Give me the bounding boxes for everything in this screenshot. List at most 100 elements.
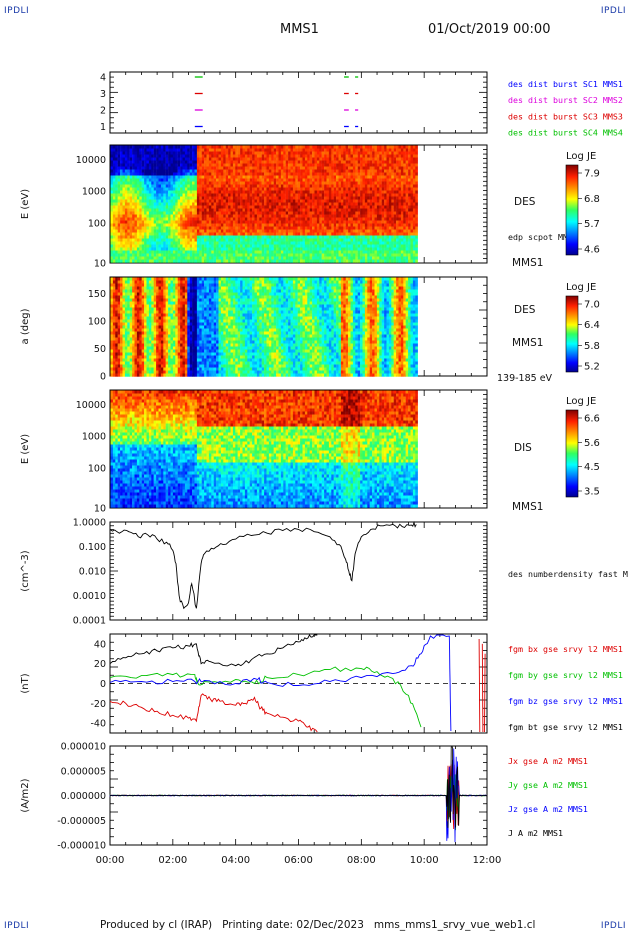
y-tick-label: 100 (88, 464, 106, 475)
series-line-current (109, 746, 488, 828)
colorbar (565, 164, 579, 256)
corner-label-bottom-right: IPDLI (600, 921, 626, 931)
x-tick-label: 08:00 (347, 855, 376, 866)
colorbar-tick-label: 6.4 (584, 320, 600, 331)
colorbar-tick-label: 7.9 (584, 169, 600, 180)
y-tick-label: 1000 (82, 432, 106, 443)
y-axis-label: a (deg) (20, 308, 31, 344)
x-tick-label: 06:00 (284, 855, 313, 866)
legend-entry: des dist burst SC4 MMS4 (508, 128, 623, 138)
legend-entry: fgm bz gse srvy l2 MMS1 (508, 696, 623, 706)
sc-label: MMS1 (512, 337, 543, 349)
date-title: 01/Oct/2019 00:00 (428, 22, 551, 37)
instrument-label: DES (514, 304, 536, 316)
y-tick-label: 3 (100, 89, 106, 100)
legend-entry: des dist burst SC2 MMS2 (508, 95, 623, 105)
legend-entry: Jx gse A m2 MMS1 (508, 756, 588, 766)
y-tick-label: 1000 (82, 187, 106, 198)
y-tick-label: 40 (94, 639, 106, 650)
y-axis-label: (nT) (20, 673, 31, 693)
colorbar-tick-label: 5.6 (584, 438, 600, 449)
x-tick-label: 00:00 (96, 855, 125, 866)
y-tick-label: -0.000010 (57, 841, 106, 852)
y-tick-label: 1.0000 (73, 518, 106, 529)
overlay-label: edp scpot MMS1 (508, 232, 578, 242)
y-axis-label: E (eV) (20, 434, 31, 464)
panel-frame (109, 521, 488, 621)
y-tick-label: 0.100 (79, 542, 106, 553)
instrument-label: DIS (514, 442, 532, 454)
panel-des-pitch: 150 100 50 0 a (deg) DES MMS1 139-185 eV Log JE 7… (20, 276, 600, 384)
corner-label-top-left: IPDLI (4, 6, 30, 16)
legend-entry: des dist burst SC3 MMS3 (508, 111, 623, 121)
y-tick-label: 0.010 (79, 567, 106, 578)
series-spike-fgm (478, 638, 486, 733)
x-axis: 00:00 02:00 04:00 06:00 08:00 10:00 12:00 (96, 855, 502, 866)
series-line-current (109, 764, 488, 830)
colorbar-title: Log JE (566, 396, 596, 407)
spectrogram-cells (110, 390, 418, 508)
y-tick-label: 0 (100, 679, 106, 690)
legend-entry: fgm by gse srvy l2 MMS1 (508, 670, 623, 680)
y-tick-label: 100 (88, 219, 106, 230)
y-tick-label: 2 (100, 106, 106, 117)
y-axis-label: E (eV) (20, 189, 31, 219)
series-line-fgm (109, 634, 452, 732)
y-tick-label: 0.000000 (61, 791, 106, 802)
mission-title: MMS1 (280, 22, 319, 37)
legend-entry: des dist burst SC1 MMS1 (508, 79, 623, 89)
colorbar-tick-label: 4.5 (584, 462, 600, 473)
x-tick-label: 12:00 (473, 855, 502, 866)
y-axis-label: (cm^-3) (20, 550, 31, 591)
panel-burst-availability: 4 3 2 1 des dist burst SC1 MMS1 des dist burs… (100, 71, 623, 138)
x-tick-label: 10:00 (410, 855, 439, 866)
panel-density: 1.0000 0.100 0.010 0.0010 0.0001 (cm^-3) des n… (20, 518, 628, 627)
colorbar-tick-label: 5.7 (584, 219, 600, 230)
y-tick-label: 10000 (76, 400, 106, 411)
y-tick-label: -40 (90, 719, 106, 730)
energy-range-label: 139-185 eV (497, 373, 553, 384)
colorbar-tick-label: 3.5 (584, 487, 600, 498)
y-tick-label: 4 (100, 73, 106, 84)
legend-entry: des numberdensity fast M (508, 569, 628, 579)
colorbar-tick-label: 7.0 (584, 300, 600, 311)
panel-frame (109, 71, 488, 134)
y-tick-label: 0.0010 (73, 591, 106, 602)
series-line-fgm (109, 634, 318, 667)
legend-entry: Jy gse A m2 MMS1 (508, 780, 588, 790)
y-tick-label: 10 (94, 259, 106, 270)
colorbar (565, 409, 579, 498)
y-tick-label: 1 (100, 122, 106, 133)
y-tick-label: 100 (88, 317, 106, 328)
series-line-current (109, 774, 488, 831)
spectrogram-cells (110, 277, 418, 377)
y-tick-label: -20 (90, 699, 106, 710)
colorbar-tick-label: 5.2 (584, 362, 600, 373)
panel-dis-energy: 10000 1000 100 10 E (eV) DIS MMS1 Log JE 6.6 5.6 4… (20, 389, 600, 515)
y-tick-label: 0.0001 (73, 616, 106, 627)
legend-entry: fgm bx gse srvy l2 MMS1 (508, 644, 623, 654)
instrument-label: DES (514, 196, 536, 208)
corner-label-bottom-left: IPDLI (4, 921, 30, 931)
footer-credit: Produced by cl (IRAP) Printing date: 02/… (100, 919, 536, 931)
y-tick-label: 0.000005 (61, 766, 106, 777)
y-tick-label: 20 (94, 659, 106, 670)
colorbar-tick-label: 5.8 (584, 341, 600, 352)
legend-entry: J A m2 MMS1 (508, 828, 563, 838)
y-tick-label: -0.000005 (57, 816, 106, 827)
legend-entry: fgm bt gse srvy l2 MMS1 (508, 722, 623, 732)
colorbar-tick-label: 6.8 (584, 194, 600, 205)
colorbar-tick-label: 6.6 (584, 414, 600, 425)
colorbar-title: Log JE (566, 282, 596, 293)
y-tick-label: 50 (94, 344, 106, 355)
y-tick-label: 150 (88, 289, 106, 300)
y-tick-label: 10 (94, 504, 106, 515)
series-line-fgm (109, 693, 318, 733)
colorbar-title: Log JE (566, 151, 596, 162)
x-tick-label: 02:00 (158, 855, 187, 866)
colorbar (565, 295, 579, 373)
corner-label-top-right: IPDLI (600, 6, 626, 16)
y-tick-label: 0.000010 (61, 742, 106, 753)
panel-fgm: 40 20 0 -20 -40 (nT) fgm bx gse srvy l2 MMS1 fg… (20, 633, 623, 734)
